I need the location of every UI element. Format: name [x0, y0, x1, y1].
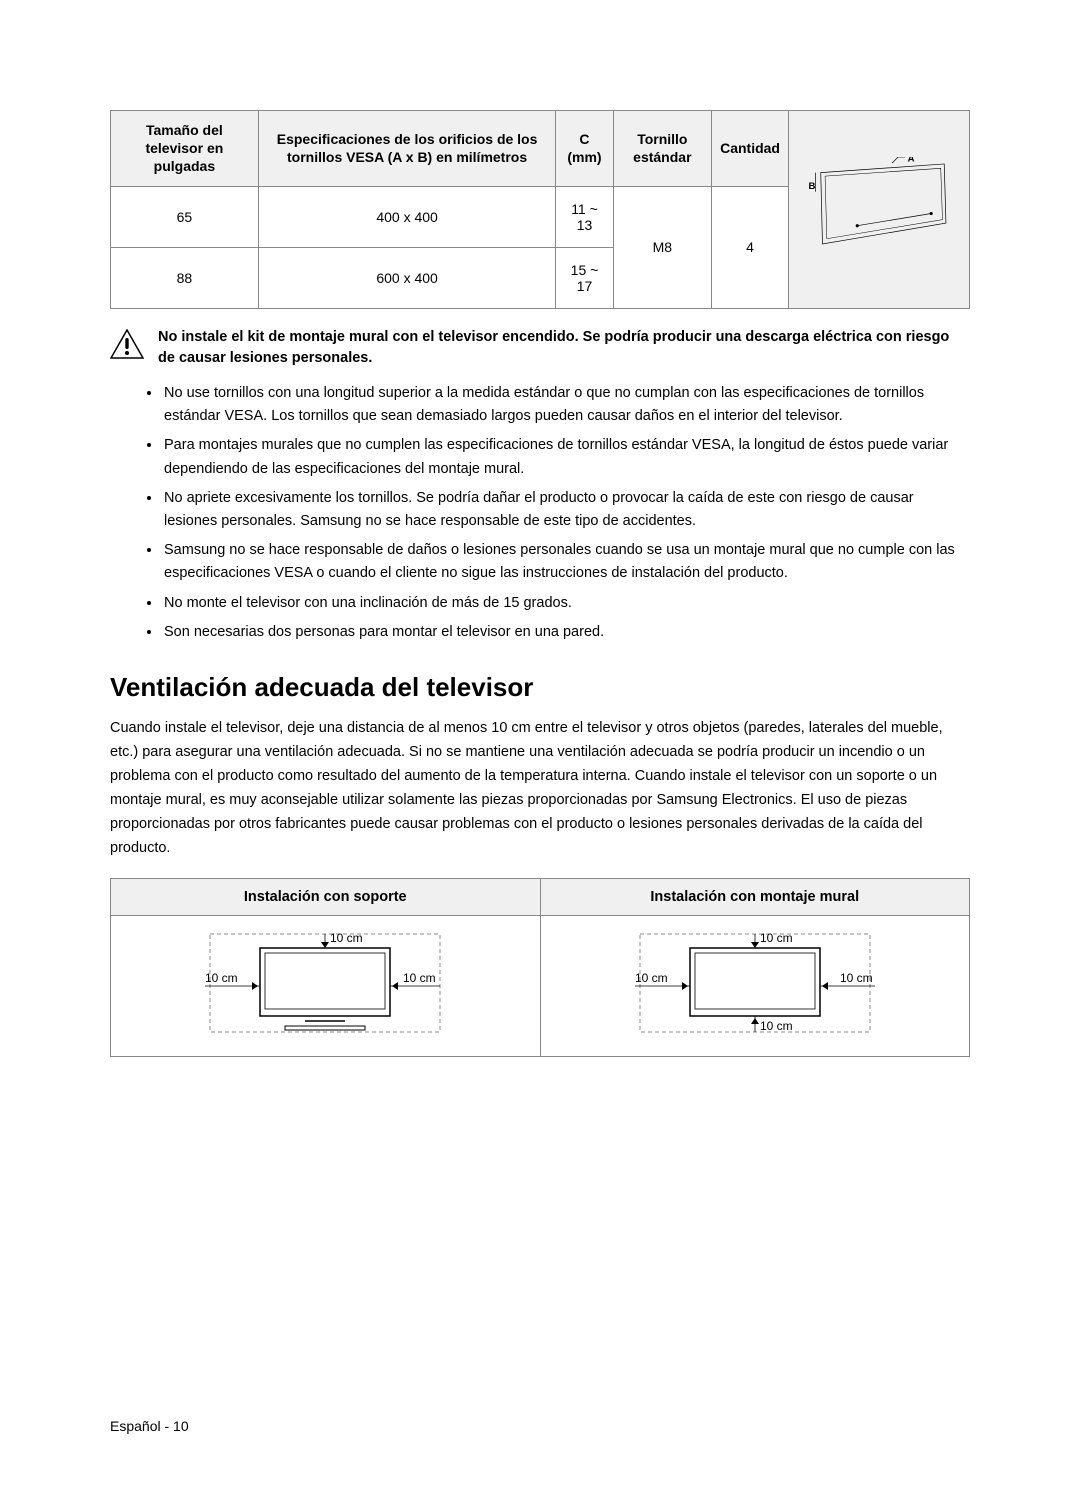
table-cell: 88: [111, 247, 259, 308]
warning-icon: [110, 329, 144, 359]
table-cell: 15 ~ 17: [556, 247, 613, 308]
table-cell: M8: [613, 186, 711, 308]
list-item: No monte el televisor con una inclinació…: [162, 592, 970, 615]
install-wall-header: Instalación con montaje mural: [540, 879, 970, 916]
stand-install-diagram: 10 cm 10 cm 10 cm: [135, 926, 515, 1041]
list-item: Son necesarias dos personas para montar …: [162, 621, 970, 644]
svg-text:10 cm: 10 cm: [635, 971, 668, 985]
install-wall-diagram-cell: 10 cm 10 cm 10 cm 10 cm: [540, 916, 970, 1057]
ventilation-body: Cuando instale el televisor, deje una di…: [110, 717, 970, 861]
installation-table: Instalación con soporte Instalación con …: [110, 878, 970, 1057]
list-item: Para montajes murales que no cumplen las…: [162, 434, 970, 480]
svg-text:10 cm: 10 cm: [205, 971, 238, 985]
vesa-diagram-cell: A B: [788, 111, 969, 309]
warning-bullet-list: No use tornillos con una longitud superi…: [110, 382, 970, 644]
col-vesa-header: Especificaciones de los orificios de los…: [258, 111, 556, 187]
svg-text:10 cm: 10 cm: [403, 971, 436, 985]
svg-text:10 cm: 10 cm: [840, 971, 873, 985]
list-item: No use tornillos con una longitud superi…: [162, 382, 970, 428]
list-item: Samsung no se hace responsable de daños …: [162, 539, 970, 585]
ventilation-heading: Ventilación adecuada del televisor: [110, 672, 970, 703]
list-item: No apriete excesivamente los tornillos. …: [162, 487, 970, 533]
warning-block: No instale el kit de montaje mural con e…: [110, 327, 970, 371]
svg-text:10 cm: 10 cm: [760, 931, 793, 945]
svg-text:10 cm: 10 cm: [760, 1019, 793, 1033]
install-stand-header: Instalación con soporte: [111, 879, 541, 916]
vesa-diagram: A B: [794, 157, 964, 257]
table-cell: 65: [111, 186, 259, 247]
svg-text:B: B: [809, 181, 816, 192]
col-qty-header: Cantidad: [712, 111, 789, 187]
warning-text: No instale el kit de montaje mural con e…: [158, 327, 970, 371]
col-size-header: Tamaño del televisor en pulgadas: [111, 111, 259, 187]
col-c-header: C (mm): [556, 111, 613, 187]
wall-install-diagram: 10 cm 10 cm 10 cm 10 cm: [565, 926, 945, 1041]
table-cell: 4: [712, 186, 789, 308]
svg-text:A: A: [908, 157, 915, 164]
table-cell: 11 ~ 13: [556, 186, 613, 247]
table-cell: 400 x 400: [258, 186, 556, 247]
table-cell: 600 x 400: [258, 247, 556, 308]
install-stand-diagram-cell: 10 cm 10 cm 10 cm: [111, 916, 541, 1057]
svg-text:10 cm: 10 cm: [330, 931, 363, 945]
col-screw-header: Tornillo estándar: [613, 111, 711, 187]
page-footer: Español - 10: [110, 1418, 189, 1434]
vesa-spec-table: Tamaño del televisor en pulgadas Especif…: [110, 110, 970, 309]
